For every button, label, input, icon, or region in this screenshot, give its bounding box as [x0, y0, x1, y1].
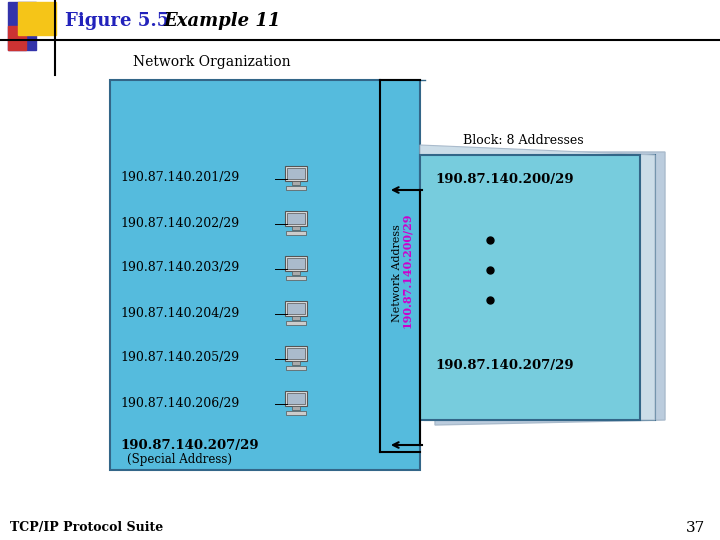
Polygon shape: [420, 155, 640, 420]
Text: 190.87.140.204/29: 190.87.140.204/29: [120, 307, 239, 320]
Text: 190.87.140.205/29: 190.87.140.205/29: [120, 352, 239, 365]
Bar: [285, 391, 307, 406]
Bar: [8, 2, 36, 50]
Bar: [292, 226, 300, 230]
Text: 190.87.140.207/29: 190.87.140.207/29: [435, 359, 574, 372]
Bar: [285, 256, 307, 271]
Bar: [292, 271, 300, 274]
Text: 37: 37: [685, 521, 705, 535]
Polygon shape: [435, 152, 665, 425]
Text: 190.87.140.200/29: 190.87.140.200/29: [401, 212, 412, 328]
Text: 190.87.140.203/29: 190.87.140.203/29: [120, 261, 239, 274]
Text: Block: 8 Addresses: Block: 8 Addresses: [463, 133, 584, 146]
Text: Figure 5.5: Figure 5.5: [65, 12, 169, 30]
Bar: [287, 213, 305, 224]
Polygon shape: [420, 145, 655, 420]
Bar: [286, 321, 306, 325]
Bar: [286, 410, 306, 415]
Bar: [286, 275, 306, 280]
Text: Network Address: Network Address: [392, 218, 402, 322]
Bar: [286, 186, 306, 190]
Bar: [287, 393, 305, 404]
Text: Network Organization: Network Organization: [133, 55, 291, 69]
Bar: [286, 231, 306, 235]
Bar: [287, 303, 305, 314]
Bar: [292, 406, 300, 409]
Bar: [287, 258, 305, 269]
FancyBboxPatch shape: [110, 80, 420, 470]
Bar: [285, 346, 307, 361]
Bar: [18, 2, 56, 35]
Text: 190.87.140.201/29: 190.87.140.201/29: [120, 172, 239, 185]
Bar: [285, 301, 307, 316]
Bar: [292, 316, 300, 320]
Text: 190.87.140.200/29: 190.87.140.200/29: [435, 173, 574, 186]
Bar: [285, 211, 307, 226]
Text: TCP/IP Protocol Suite: TCP/IP Protocol Suite: [10, 522, 163, 535]
Bar: [286, 366, 306, 370]
Text: (Special Address): (Special Address): [127, 454, 232, 467]
Bar: [292, 361, 300, 365]
Bar: [287, 168, 305, 179]
Bar: [287, 348, 305, 359]
Text: 190.87.140.206/29: 190.87.140.206/29: [120, 396, 239, 409]
Bar: [292, 181, 300, 185]
Text: 190.87.140.202/29: 190.87.140.202/29: [120, 217, 239, 230]
Bar: [8, 26, 26, 50]
Text: 190.87.140.207/29: 190.87.140.207/29: [120, 438, 258, 451]
Bar: [285, 166, 307, 181]
Text: Example 11: Example 11: [163, 12, 280, 30]
Polygon shape: [425, 155, 655, 420]
